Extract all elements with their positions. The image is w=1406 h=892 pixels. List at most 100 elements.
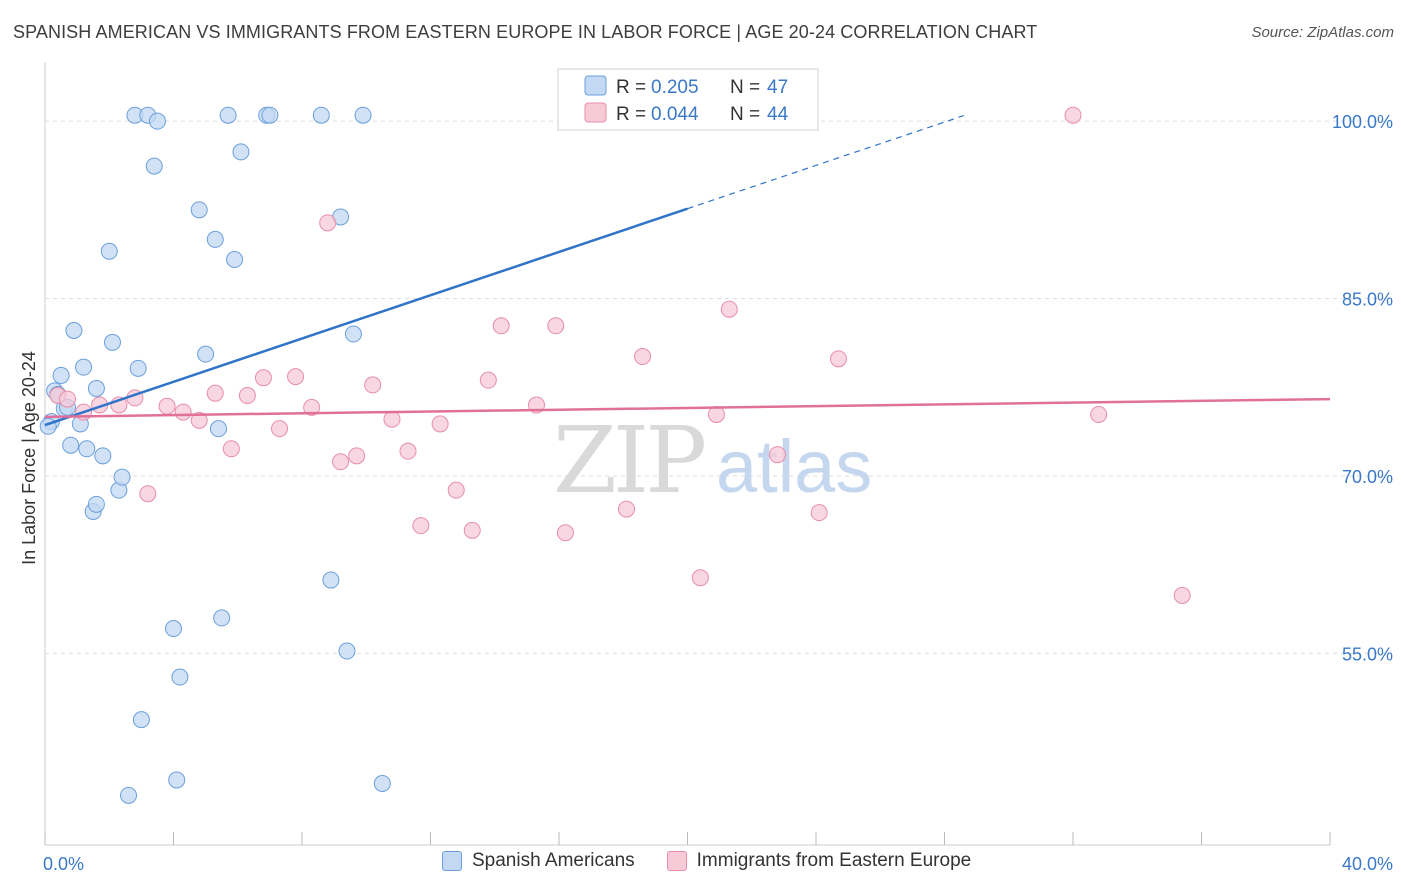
data-point-pink (829, 350, 847, 368)
data-point-pink (556, 524, 574, 542)
data-point-blue (226, 251, 244, 269)
data-point-pink (1064, 106, 1082, 124)
data-point-pink (254, 369, 272, 387)
data-point-pink (479, 371, 497, 389)
data-point-pink (332, 453, 350, 471)
data-point-blue (219, 106, 237, 124)
data-point-pink (383, 410, 401, 428)
bottom-legend: Spanish Americans Immigrants from Easter… (442, 850, 1003, 872)
bottom-legend-swatch-pink (666, 851, 687, 871)
trend-line-extension (687, 115, 964, 210)
data-point-blue (39, 417, 57, 435)
data-point-pink (463, 521, 481, 539)
data-point-pink (348, 447, 366, 465)
watermark-atlas: atlas (716, 425, 872, 508)
legend-r-value-blue: 0.205 (651, 77, 699, 98)
data-point-pink (190, 411, 208, 429)
data-point-pink (412, 517, 430, 535)
legend-n-label-blue: N = (730, 77, 760, 98)
data-point-blue (78, 440, 96, 458)
trend-line-blue (44, 207, 688, 427)
data-point-pink (139, 485, 157, 503)
data-point-blue (132, 711, 150, 729)
legend-swatch-pink (584, 102, 607, 123)
y-tick-label: 55.0% (1342, 644, 1393, 664)
bottom-legend-swatch-blue (442, 851, 462, 871)
data-point-blue (190, 201, 208, 219)
data-point-pink (617, 500, 635, 518)
data-point-blue (120, 786, 138, 804)
data-point-blue (338, 642, 356, 660)
trend-layer (44, 115, 1331, 427)
points-layer (39, 106, 1191, 804)
data-point-pink (158, 397, 176, 415)
legend-r-value-pink: 0.044 (651, 104, 699, 125)
data-point-pink (720, 300, 738, 318)
data-point-blue (206, 230, 224, 248)
y-tick-label: 70.0% (1342, 467, 1393, 487)
data-point-blue (197, 345, 215, 363)
bottom-legend-label: Immigrants from Eastern Europe (696, 850, 972, 871)
data-point-pink (431, 415, 449, 433)
data-point-blue (148, 112, 166, 130)
data-point-blue (165, 620, 182, 638)
data-point-blue (52, 366, 70, 384)
data-point-blue (232, 143, 250, 161)
data-point-pink (319, 214, 337, 232)
data-point-blue (373, 774, 391, 792)
data-point-blue (113, 468, 131, 486)
legend-r-label-pink: R = (616, 104, 646, 125)
data-point-pink (364, 376, 382, 394)
bottom-legend-item-eastern-europe: Immigrants from Eastern Europe (666, 850, 972, 872)
data-point-pink (634, 348, 652, 366)
data-point-pink (58, 390, 76, 408)
y-tick-label: 85.0% (1342, 290, 1393, 310)
data-point-pink (206, 384, 224, 402)
data-point-blue (87, 495, 105, 513)
watermark: ZIP atlas (553, 407, 872, 514)
data-point-blue (103, 333, 121, 351)
data-point-blue (171, 668, 189, 686)
data-point-pink (492, 317, 510, 335)
data-point-pink (238, 387, 256, 405)
data-point-blue (209, 420, 227, 438)
chart-title: SPANISH AMERICAN VS IMMIGRANTS FROM EAST… (13, 22, 1038, 42)
trend-line-pink (44, 397, 1331, 419)
data-point-blue (213, 609, 231, 627)
legend-box: R = 0.205 N = 47 R = 0.044 N = 44 (557, 68, 819, 131)
data-point-pink (447, 481, 465, 499)
bottom-legend-label: Spanish Americans (472, 850, 635, 871)
data-point-pink (303, 398, 321, 416)
chart-source: Source: ZipAtlas.com (1251, 24, 1394, 41)
data-point-pink (174, 403, 192, 421)
data-point-pink (222, 440, 240, 458)
data-point-pink (1173, 586, 1191, 604)
bottom-legend-item-spanish-americans: Spanish Americans (442, 850, 635, 872)
legend-swatch-blue (584, 75, 607, 96)
legend-n-value-pink: 44 (767, 104, 789, 125)
data-point-pink (810, 504, 828, 522)
data-point-blue (312, 106, 330, 124)
data-point-blue (87, 379, 105, 397)
data-point-blue (62, 436, 80, 454)
y-axis-label: In Labor Force | Age 20-24 (19, 351, 39, 565)
data-point-pink (287, 368, 305, 386)
data-point-pink (1090, 405, 1108, 423)
y-tick-label: 100.0% (1332, 112, 1393, 132)
data-point-blue (129, 359, 147, 377)
data-point-blue (344, 325, 362, 343)
watermark-zip: ZIP (553, 407, 704, 514)
x-tick-label: 0.0% (43, 854, 84, 874)
data-point-pink (691, 569, 709, 587)
data-point-blue (261, 106, 279, 124)
data-point-blue (65, 321, 83, 339)
data-point-blue (168, 771, 186, 789)
data-point-pink (399, 442, 417, 460)
data-point-blue (354, 106, 372, 124)
data-point-blue (94, 447, 112, 465)
data-point-blue (145, 157, 163, 175)
data-point-blue (322, 571, 340, 589)
legend-n-label-pink: N = (730, 104, 760, 125)
data-point-blue (75, 358, 93, 376)
